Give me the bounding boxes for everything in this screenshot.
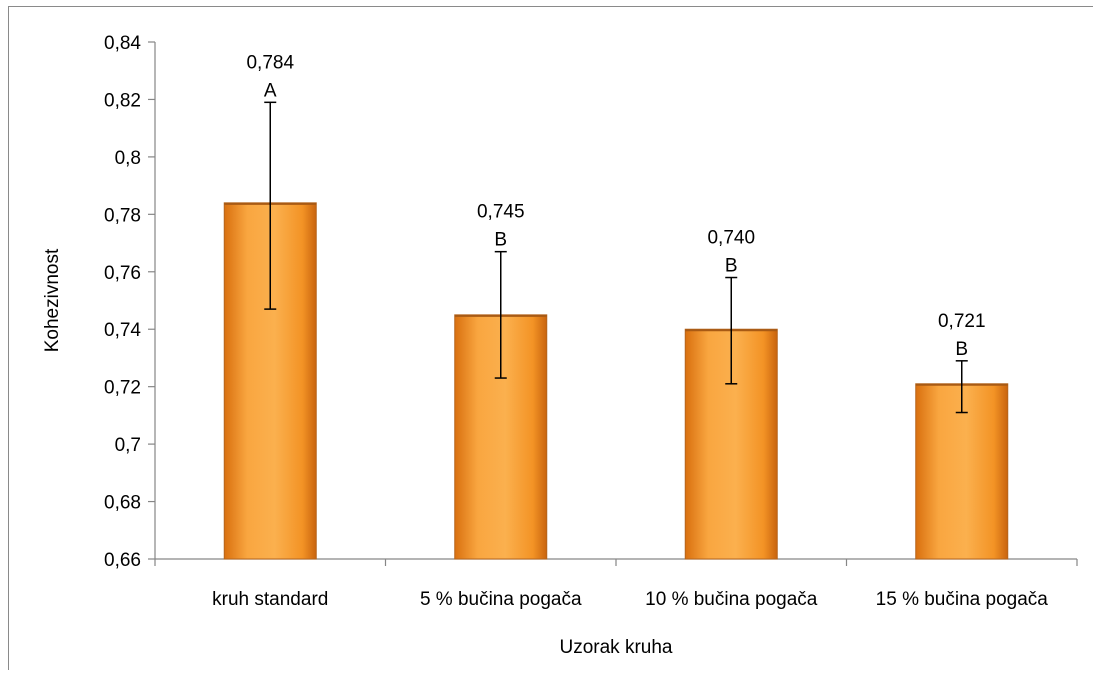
y-tick-label: 0,82 xyxy=(104,90,141,111)
data-label: 0,784 xyxy=(246,52,294,73)
y-tick-label: 0,68 xyxy=(104,493,141,514)
chart-frame xyxy=(8,6,1093,670)
y-tick-label: 0,72 xyxy=(104,378,141,399)
data-label: 0,745 xyxy=(477,202,525,223)
significance-letter: B xyxy=(955,339,968,360)
y-tick-label: 0,84 xyxy=(104,33,141,54)
x-axis-title: Uzorak kruha xyxy=(560,637,673,658)
y-tick-label: 0,78 xyxy=(104,205,141,226)
y-tick-label: 0,76 xyxy=(104,263,141,284)
y-tick-label: 0,8 xyxy=(115,148,141,169)
data-label: 0,740 xyxy=(707,228,755,249)
bars xyxy=(223,202,1009,560)
x-axis: kruh standard 5 % bučina pogača 10 % bučin… xyxy=(154,558,1078,610)
y-tick-label: 0,7 xyxy=(115,435,141,456)
x-tick-label: 5 % bučina pogača xyxy=(420,589,582,610)
y-tick-label: 0,74 xyxy=(104,320,141,341)
x-tick-label: kruh standard xyxy=(212,589,328,610)
y-axis-title: Kohezivnost xyxy=(42,248,63,352)
x-tick-label: 10 % bučina pogača xyxy=(645,589,818,610)
y-tick-label: 0,66 xyxy=(104,550,141,571)
error-bars xyxy=(264,101,968,414)
significance-letter: B xyxy=(725,256,738,277)
x-tick-label: 15 % bučina pogača xyxy=(876,589,1049,610)
data-label: 0,721 xyxy=(938,311,986,332)
data-labels: 0,784 A 0,745 B 0,740 B 0,721 B xyxy=(246,52,985,360)
significance-letter: B xyxy=(494,230,507,251)
y-axis: 0,66 0,68 0,7 0,72 0,74 0,76 0,78 0,8 0,82 0,84 xyxy=(104,33,156,571)
significance-letter: A xyxy=(264,80,277,101)
